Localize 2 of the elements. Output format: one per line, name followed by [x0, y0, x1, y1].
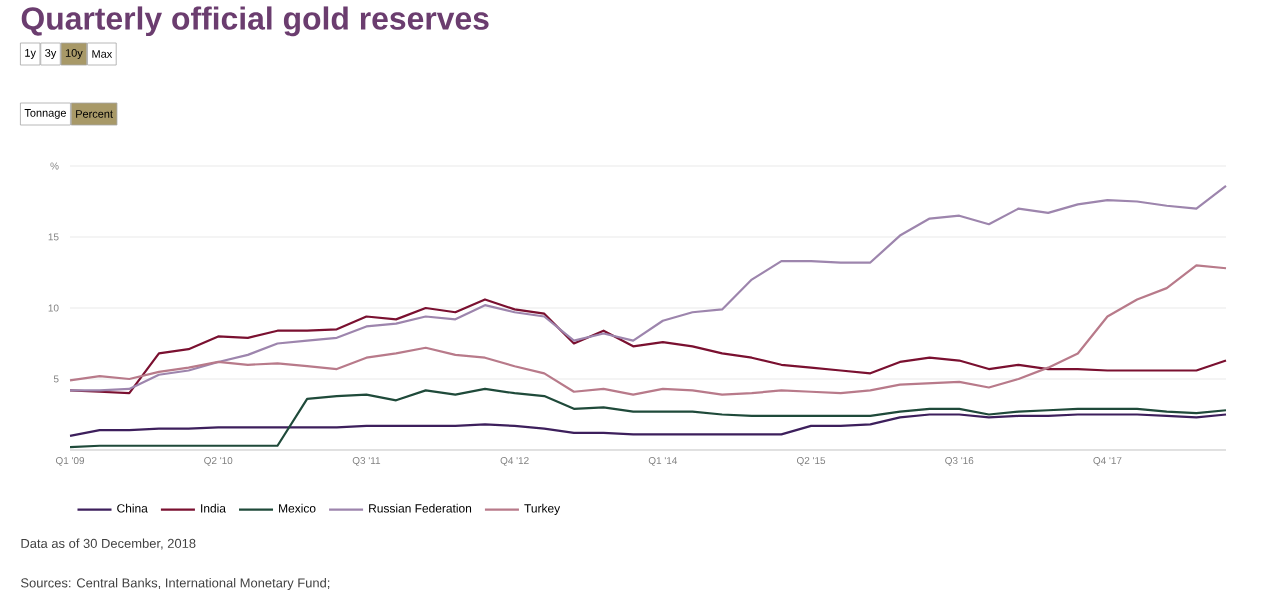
chart-title: Quarterly official gold reserves — [21, 6, 489, 37]
line-series — [68, 184, 1228, 392]
